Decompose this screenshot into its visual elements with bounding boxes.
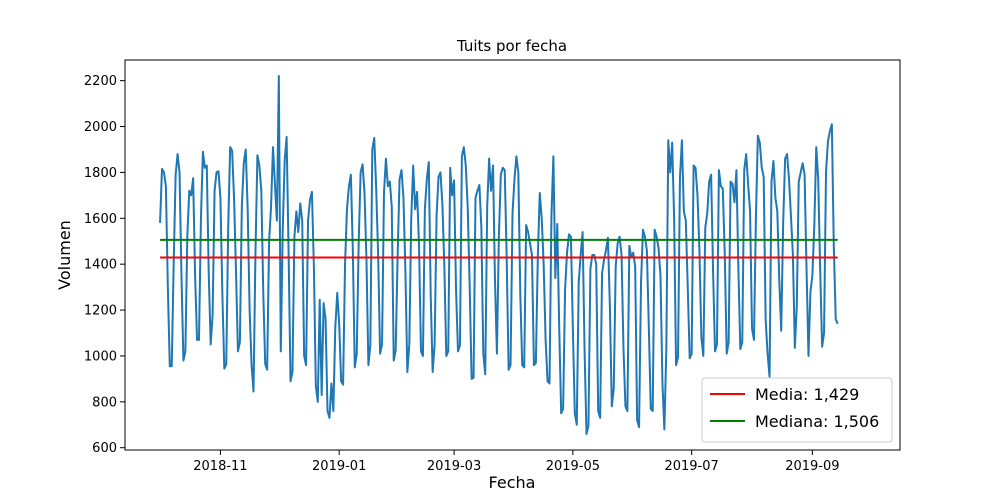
chart-title: Tuits por fecha	[456, 37, 567, 55]
legend-box	[701, 377, 893, 443]
y-tick-label: 1600	[84, 212, 117, 227]
y-tick-label: 600	[92, 441, 117, 456]
series-line-volumen	[159, 75, 839, 435]
x-tick-label: 2018-11	[193, 459, 247, 474]
y-tick-label: 1400	[84, 258, 117, 273]
x-tick-label: 2019-07	[664, 459, 718, 474]
plot-frame	[124, 59, 901, 451]
x-tick-label: 2019-09	[785, 459, 839, 474]
x-axis-label: Fecha	[489, 473, 536, 492]
y-tick-label: 1800	[84, 166, 117, 181]
x-axis: 2018-11 2019-01 2019-03 2019-05 2019-07 2019-…	[193, 450, 840, 474]
legend-label-media: Media: 1,429	[755, 385, 859, 404]
y-tick-label: 2200	[84, 74, 117, 89]
y-tick-label: 2000	[84, 120, 117, 135]
x-tick-label: 2019-03	[427, 459, 481, 474]
legend-label-mediana: Mediana: 1,506	[755, 412, 879, 431]
y-tick-label: 1000	[84, 349, 117, 364]
y-axis-label: Volumen	[55, 220, 74, 290]
legend: Media: 1,429 Mediana: 1,506	[701, 377, 893, 443]
x-tick-label: 2019-05	[546, 459, 600, 474]
x-tick-label: 2019-01	[312, 459, 366, 474]
y-axis: 600 800 1000 1200 1400 1600 1800 2000 2200	[84, 74, 125, 456]
y-tick-label: 800	[92, 395, 117, 410]
y-tick-label: 1200	[84, 304, 117, 319]
